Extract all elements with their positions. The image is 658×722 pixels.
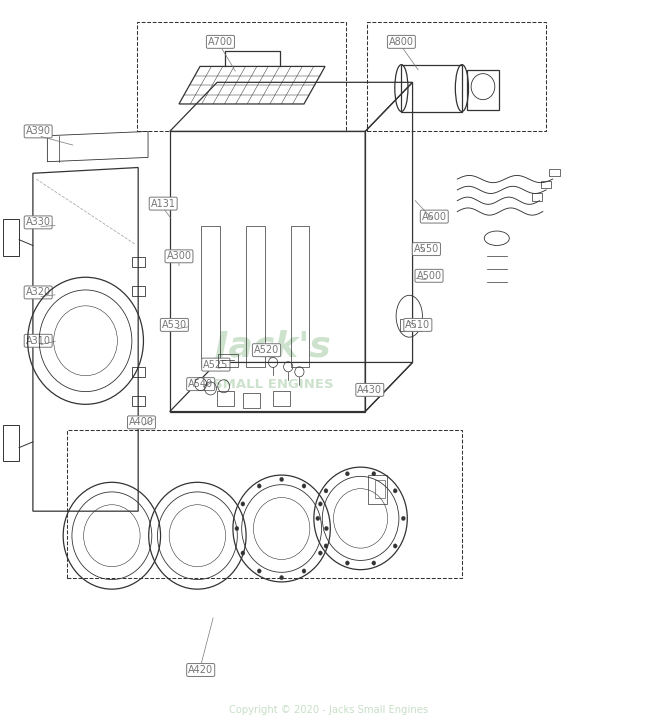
Bar [400, 319, 422, 331]
Circle shape [235, 526, 239, 531]
Text: Copyright © 2020 - Jacks Small Engines: Copyright © 2020 - Jacks Small Engines [230, 705, 428, 716]
Text: A500: A500 [417, 271, 442, 281]
Bar [67, 430, 462, 578]
Bar [3, 425, 19, 461]
Text: A530: A530 [162, 320, 187, 330]
Circle shape [393, 489, 397, 493]
Circle shape [241, 551, 245, 555]
Text: A550: A550 [414, 244, 439, 254]
Bar [541, 180, 551, 188]
Text: A430: A430 [357, 385, 382, 395]
Text: A540: A540 [188, 379, 213, 389]
Bar [132, 257, 145, 267]
Circle shape [318, 551, 322, 555]
Text: A300: A300 [166, 251, 191, 261]
Text: A800: A800 [389, 37, 414, 47]
Bar [401, 64, 462, 111]
Circle shape [324, 544, 328, 548]
Bar [375, 480, 385, 498]
Text: A510: A510 [405, 320, 430, 330]
Text: A310: A310 [26, 336, 51, 346]
Bar [137, 22, 346, 131]
Bar [291, 226, 309, 367]
Bar [170, 131, 365, 412]
Circle shape [372, 561, 376, 565]
Circle shape [257, 484, 261, 488]
Circle shape [318, 502, 322, 506]
Text: SMALL ENGINES: SMALL ENGINES [213, 378, 334, 391]
Bar [532, 193, 542, 201]
Circle shape [257, 569, 261, 573]
Circle shape [393, 544, 397, 548]
Bar [549, 169, 560, 176]
Text: A400: A400 [129, 417, 154, 427]
Circle shape [345, 471, 349, 476]
Circle shape [316, 516, 320, 521]
Circle shape [345, 561, 349, 565]
Bar [201, 226, 220, 367]
Circle shape [241, 502, 245, 506]
Bar [132, 367, 145, 377]
Bar [218, 354, 238, 367]
Text: A600: A600 [422, 212, 447, 222]
Text: A131: A131 [151, 199, 176, 209]
Circle shape [302, 569, 306, 573]
Circle shape [280, 575, 284, 580]
Text: A330: A330 [26, 217, 51, 227]
Text: Jack's: Jack's [215, 329, 331, 364]
Text: A420: A420 [188, 665, 213, 675]
Circle shape [302, 484, 306, 488]
Text: A700: A700 [208, 37, 233, 47]
Text: A520: A520 [254, 345, 279, 355]
Circle shape [401, 516, 405, 521]
Bar [3, 219, 19, 256]
Bar [217, 391, 234, 406]
Text: A390: A390 [26, 126, 51, 136]
Bar [273, 391, 290, 406]
Circle shape [372, 471, 376, 476]
Circle shape [324, 526, 328, 531]
Bar [367, 22, 546, 131]
Text: A320: A320 [26, 287, 51, 297]
Bar [368, 475, 387, 504]
Bar [243, 393, 260, 408]
Circle shape [280, 477, 284, 482]
Text: A525: A525 [203, 360, 228, 370]
Bar [246, 226, 265, 367]
Bar [132, 396, 145, 406]
Bar [132, 286, 145, 296]
Circle shape [324, 489, 328, 493]
Bar [467, 70, 499, 110]
